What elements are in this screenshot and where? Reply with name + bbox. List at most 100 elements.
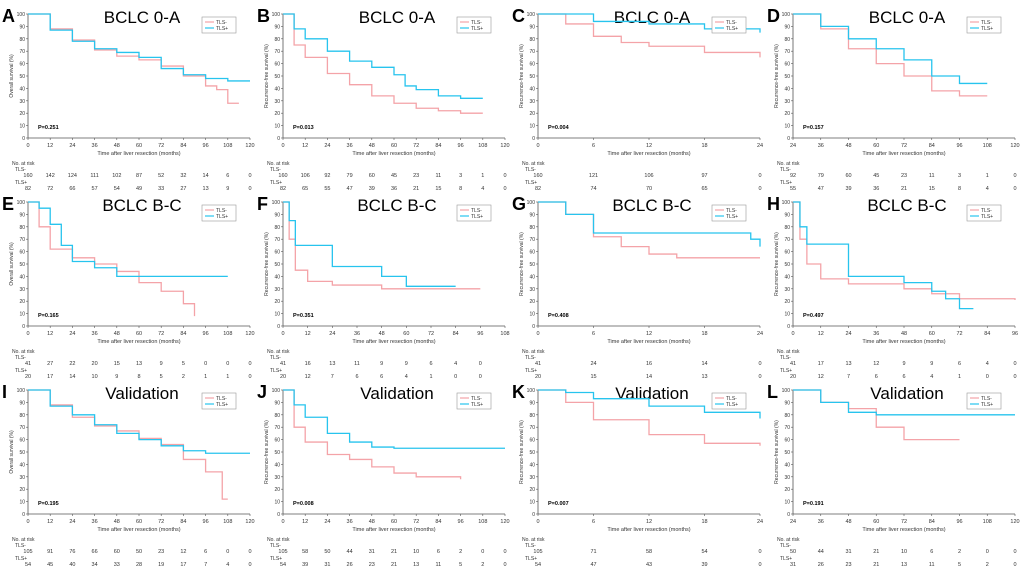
p-value: P=0.004 xyxy=(548,125,570,131)
curve-tls-neg xyxy=(538,13,761,58)
risk-count-pos: 20 xyxy=(535,374,541,380)
panel-letter: I xyxy=(2,382,7,402)
y-tick-label: 50 xyxy=(274,450,280,456)
legend-box xyxy=(711,392,747,410)
risk-count-neg: 11 xyxy=(436,173,442,179)
x-tick-label: 120 xyxy=(500,143,509,149)
panel-title: BCLC 0-A xyxy=(104,8,181,27)
y-tick-label: 80 xyxy=(274,37,280,43)
y-tick-label: 0 xyxy=(787,136,790,142)
risk-count-pos: 28 xyxy=(136,562,142,568)
y-tick-label: 20 xyxy=(19,487,25,493)
risk-count-pos: 70 xyxy=(646,186,652,192)
risk-count-pos: 0 xyxy=(454,374,457,380)
risk-count-neg: 9 xyxy=(902,361,905,367)
x-tick-label: 60 xyxy=(136,143,142,149)
x-tick-label: 0 xyxy=(536,143,539,149)
y-tick-label: 60 xyxy=(784,250,790,256)
risk-count-neg: 16 xyxy=(305,361,311,367)
y-tick-label: 30 xyxy=(274,99,280,105)
km-plot: I Validation0102030405060708090100Overall… xyxy=(2,382,255,568)
x-tick-label: 120 xyxy=(1010,143,1019,149)
risk-count-neg: 50 xyxy=(790,549,796,555)
curve-tls-pos xyxy=(28,201,228,278)
x-tick-label: 0 xyxy=(791,331,794,337)
x-tick-label: 120 xyxy=(245,519,254,525)
x-tick-label: 84 xyxy=(180,143,186,149)
legend: TLS-TLS+ xyxy=(456,16,492,34)
km-plot: K Validation0102030405060708090100Recurre… xyxy=(512,382,763,568)
risk-count-neg: 106 xyxy=(644,173,653,179)
risk-count-neg: 76 xyxy=(69,549,75,555)
risk-label-pos: TLS+ xyxy=(270,180,282,186)
x-tick-label: 96 xyxy=(203,331,209,337)
risk-count-neg: 20 xyxy=(92,361,98,367)
y-tick-label: 40 xyxy=(274,462,280,468)
km-plot: J Validation0102030405060708090100Recurre… xyxy=(257,382,510,568)
y-tick-label: 90 xyxy=(529,24,535,30)
risk-count-neg: 31 xyxy=(845,549,851,555)
risk-count-pos: 2 xyxy=(481,562,484,568)
risk-count-neg: 160 xyxy=(533,173,542,179)
curve-tls-neg xyxy=(793,13,988,97)
x-tick-label: 36 xyxy=(873,331,879,337)
x-axis-label: Time after liver resection (months) xyxy=(607,151,690,157)
risk-header: No. at risk xyxy=(267,537,290,543)
panel-letter: B xyxy=(257,6,270,26)
x-tick-label: 84 xyxy=(984,331,990,337)
risk-count-neg: 102 xyxy=(112,173,121,179)
p-value: P=0.008 xyxy=(293,501,314,507)
risk-count-pos: 1 xyxy=(204,374,207,380)
risk-count-pos: 13 xyxy=(413,562,419,568)
x-tick-label: 48 xyxy=(379,331,385,337)
x-tick-label: 96 xyxy=(477,331,483,337)
x-axis-label: Time after liver resection (months) xyxy=(97,527,180,533)
y-axis-label: Recurrence-free survival (%) xyxy=(519,232,525,296)
risk-count-pos: 0 xyxy=(479,374,482,380)
y-tick-label: 100 xyxy=(782,200,791,206)
x-tick-label: 84 xyxy=(180,331,186,337)
y-tick-label: 60 xyxy=(274,62,280,68)
risk-count-pos: 21 xyxy=(391,562,397,568)
risk-count-neg: 0 xyxy=(479,361,482,367)
legend-label-pos: TLS+ xyxy=(471,402,483,408)
risk-count-neg: 105 xyxy=(23,549,32,555)
x-tick-label: 108 xyxy=(983,519,992,525)
risk-header: No. at risk xyxy=(12,537,35,543)
x-axis-label: Time after liver resection (months) xyxy=(352,339,435,345)
panel-letter: A xyxy=(2,6,15,26)
x-tick-label: 96 xyxy=(203,519,209,525)
risk-count-neg: 54 xyxy=(701,549,707,555)
p-value: P=0.191 xyxy=(803,501,824,507)
y-axis-label: Recurrence-free survival (%) xyxy=(519,44,525,108)
y-tick-label: 70 xyxy=(784,237,790,243)
y-tick-label: 40 xyxy=(784,86,790,92)
x-tick-label: 36 xyxy=(92,143,98,149)
panel-title: Validation xyxy=(615,384,688,403)
y-tick-label: 60 xyxy=(529,250,535,256)
y-tick-label: 80 xyxy=(274,413,280,419)
y-tick-label: 80 xyxy=(529,413,535,419)
risk-count-pos: 26 xyxy=(818,562,824,568)
risk-label-neg: TLS- xyxy=(15,167,26,173)
risk-count-neg: 0 xyxy=(503,173,506,179)
x-tick-label: 48 xyxy=(114,331,120,337)
risk-count-neg: 41 xyxy=(280,361,286,367)
y-tick-label: 90 xyxy=(274,212,280,218)
y-tick-label: 0 xyxy=(277,136,280,142)
risk-count-pos: 5 xyxy=(958,562,961,568)
panel-c: C BCLC 0-A 0 10 20 30 40 50 60 70 80 90 100 Recurrenc… xyxy=(510,0,765,192)
risk-count-pos: 9 xyxy=(115,374,118,380)
curve-tls-pos xyxy=(283,13,483,99)
y-tick-label: 10 xyxy=(19,500,25,506)
risk-count-pos: 21 xyxy=(873,562,879,568)
y-tick-label: 10 xyxy=(784,500,790,506)
legend-label-neg: TLS- xyxy=(471,208,482,214)
y-tick-label: 50 xyxy=(529,262,535,268)
risk-count-pos: 14 xyxy=(69,374,75,380)
risk-header: No. at risk xyxy=(267,349,290,355)
risk-count-pos: 17 xyxy=(47,374,53,380)
risk-count-neg: 0 xyxy=(1013,549,1016,555)
risk-count-neg: 23 xyxy=(158,549,164,555)
y-tick-label: 30 xyxy=(19,287,25,293)
